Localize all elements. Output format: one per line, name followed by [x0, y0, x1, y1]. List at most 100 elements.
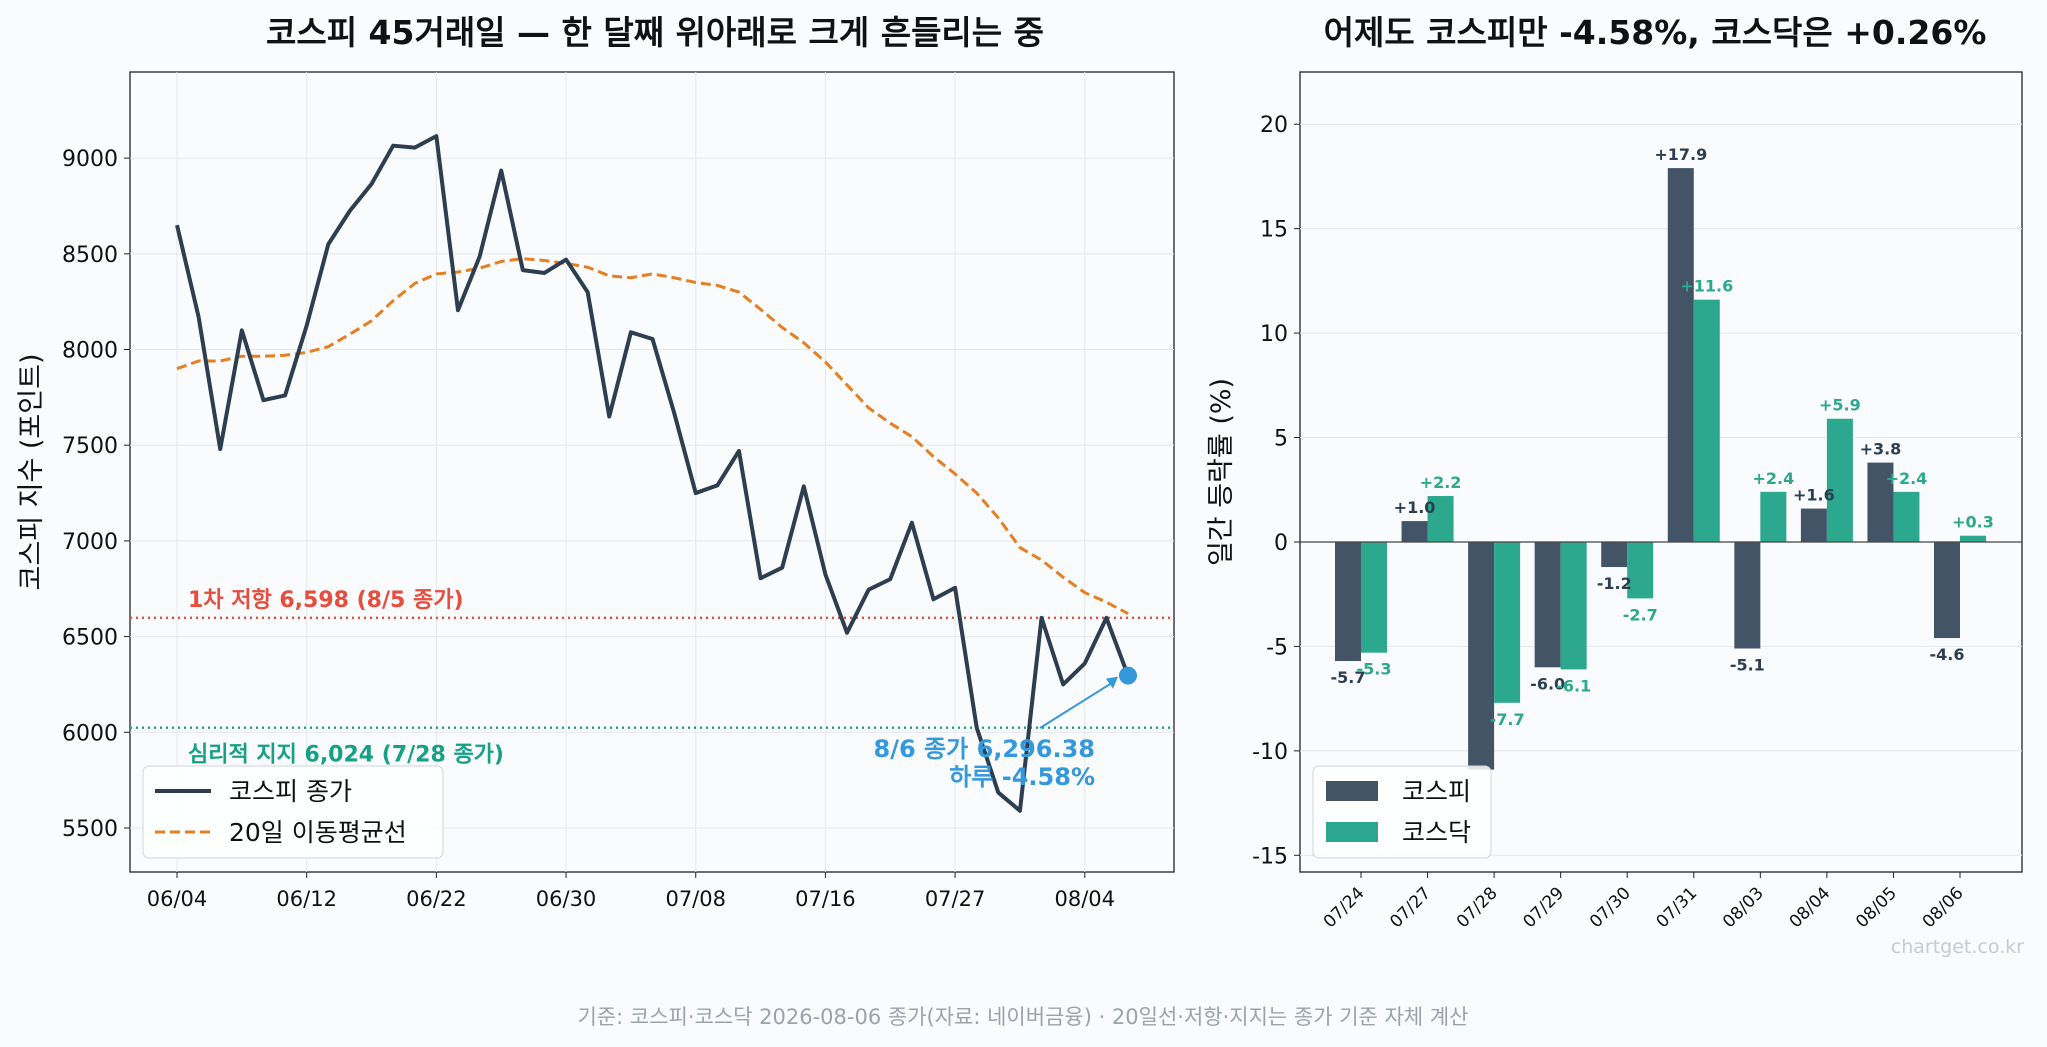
left-x-ticks: 06/04 06/12 06/22 06/30 07/08 07/16 07/27 08/04 [147, 872, 1115, 911]
last-close-marker [1119, 666, 1137, 685]
right-x-ticks: 07/24 07/27 07/28 07/29 07/30 07/31 08/03 08/04… [1320, 872, 1968, 932]
kospi-bar [1734, 541, 1761, 649]
daily-change-bar-chart: 어제도 코스피만 -4.58%, 코스닥은 +0.26% -15 -10 -5 0 5 1… [1206, 13, 2023, 932]
left-grid [130, 72, 1174, 872]
kosdaq-bar-label: +2.4 [1752, 469, 1794, 488]
kospi-bar-label: -6.0 [1530, 674, 1565, 693]
left-y-tick-label: 7500 [62, 434, 118, 459]
kospi-bar-label: +17.9 [1654, 145, 1707, 164]
watermark: chartget.co.kr [1891, 936, 2024, 958]
right-y-axis-label: 일간 등락률 (%) [1206, 378, 1237, 566]
left-x-tick-label: 07/27 [925, 887, 986, 911]
kospi-bar [1335, 541, 1361, 662]
kosdaq-bar-label: -7.7 [1490, 710, 1525, 729]
right-y-tick-label: -10 [1252, 740, 1288, 765]
right-y-tick-label: 5 [1274, 427, 1288, 452]
right-x-tick-label: 07/29 [1519, 883, 1568, 932]
kospi-bar-label: +1.6 [1793, 486, 1835, 505]
right-x-tick-label: 07/30 [1586, 883, 1635, 932]
left-y-ticks: 5500 6000 6500 7000 7500 8000 8500 9000 [62, 147, 130, 842]
legend-kosdaq-swatch [1326, 822, 1378, 842]
kospi-bar-label: -5.7 [1331, 668, 1366, 687]
left-x-tick-label: 07/08 [665, 887, 726, 911]
left-y-tick-label: 6000 [62, 721, 118, 746]
kospi-bar [1667, 168, 1694, 542]
left-y-tick-label: 6500 [62, 626, 118, 651]
kospi-bar-label: -1.2 [1597, 574, 1632, 593]
kosdaq-bar-label: -5.3 [1357, 660, 1392, 679]
right-y-ticks: -15 -10 -5 0 5 10 15 20 [1252, 113, 1300, 869]
right-x-tick-label: 08/06 [1919, 883, 1968, 932]
kospi-bar-label: -4.6 [1930, 645, 1965, 664]
kosdaq-bar [1960, 535, 1986, 542]
kosdaq-bar-label: +5.9 [1819, 396, 1861, 415]
legend-kospi-swatch [1326, 781, 1378, 801]
kospi-bar [1934, 541, 1960, 639]
right-x-tick-label: 08/04 [1786, 883, 1835, 932]
right-x-tick-label: 07/27 [1386, 883, 1435, 932]
right-x-tick-label: 08/03 [1719, 883, 1768, 932]
right-x-tick-label: 08/05 [1852, 883, 1901, 932]
left-y-tick-label: 5500 [62, 817, 118, 842]
line-series [175, 134, 1130, 813]
kosdaq-bar-label: -6.1 [1556, 676, 1591, 695]
legend-ma20-label: 20일 이동평균선 [229, 818, 407, 847]
kosdaq-bar-label: +2.4 [1886, 469, 1928, 488]
kospi-bar [1534, 541, 1561, 668]
kosdaq-bar [1627, 541, 1654, 599]
left-x-tick-label: 06/04 [147, 887, 208, 911]
right-y-tick-label: 20 [1260, 113, 1288, 138]
kospi-bar [1601, 541, 1628, 568]
left-x-tick-label: 06/30 [536, 887, 597, 911]
kospi-bar-label: +3.8 [1860, 440, 1902, 459]
right-x-tick-label: 07/31 [1653, 883, 1702, 932]
annotation-change-text: 하루 -4.58% [949, 763, 1095, 791]
kosdaq-bar [1826, 418, 1853, 542]
annotation-arrow [1039, 680, 1115, 729]
annotation-close-text: 8/6 종가 6,296.38 [874, 735, 1095, 763]
kospi-bar-label: -5.1 [1730, 656, 1765, 675]
right-chart-title: 어제도 코스피만 -4.58%, 코스닥은 +0.26% [1324, 13, 1987, 52]
kospi-bar [1867, 462, 1894, 542]
source-footer: 기준: 코스피·코스닥 2026-08-06 종가(자료: 네이버금융) · 2… [578, 1005, 1469, 1029]
kospi-line-chart: 코스피 45거래일 — 한 달째 위아래로 크게 흔들리는 중 5500 6000… [16, 13, 1175, 911]
reference-lines: 1차 저항 6,598 (8/5 종가) 심리적 지지 6,024 (7/28 종… [130, 588, 1174, 768]
left-y-tick-label: 8000 [62, 339, 118, 364]
left-x-tick-label: 06/12 [276, 887, 337, 911]
left-y-tick-label: 7000 [62, 530, 118, 555]
left-plot-frame [129, 71, 1175, 873]
left-x-tick-label: 08/04 [1055, 887, 1116, 911]
kospi-close-line [175, 134, 1130, 813]
kosdaq-bar [1361, 541, 1387, 653]
right-x-tick-label: 07/24 [1320, 883, 1369, 932]
kospi-bar-label: +1.0 [1394, 498, 1436, 517]
kosdaq-bar [1693, 299, 1720, 542]
right-y-tick-label: 0 [1274, 531, 1288, 556]
kosdaq-bar-label: +11.6 [1680, 277, 1733, 296]
legend-kospi-label: 코스피 [1402, 777, 1471, 806]
kosdaq-bar [1893, 491, 1920, 542]
annotation-arrow-head [1106, 676, 1118, 689]
left-y-tick-label: 8500 [62, 243, 118, 268]
left-chart-title: 코스피 45거래일 — 한 달째 위아래로 크게 흔들리는 중 [266, 13, 1044, 52]
reference-line-label: 1차 저항 6,598 (8/5 종가) [188, 588, 464, 613]
right-y-tick-label: -5 [1266, 635, 1288, 660]
right-y-tick-label: 10 [1260, 322, 1288, 347]
left-x-tick-label: 06/22 [406, 887, 467, 911]
kospi-bar [1800, 508, 1827, 542]
kosdaq-bar [1560, 541, 1587, 670]
left-x-tick-label: 07/16 [795, 887, 856, 911]
bar-series [1335, 168, 1986, 770]
legend-kospi-label: 코스피 종가 [229, 777, 352, 806]
legend-kosdaq-label: 코스닥 [1402, 818, 1471, 847]
kospi-bar [1468, 541, 1495, 770]
left-legend-box [142, 765, 444, 859]
kosdaq-bar-label: +2.2 [1420, 473, 1462, 492]
reference-line-label: 심리적 지지 6,024 (7/28 종가) [188, 743, 504, 768]
kosdaq-bar [1760, 491, 1787, 542]
kosdaq-bar [1494, 541, 1521, 703]
right-y-tick-label: -15 [1252, 844, 1288, 869]
